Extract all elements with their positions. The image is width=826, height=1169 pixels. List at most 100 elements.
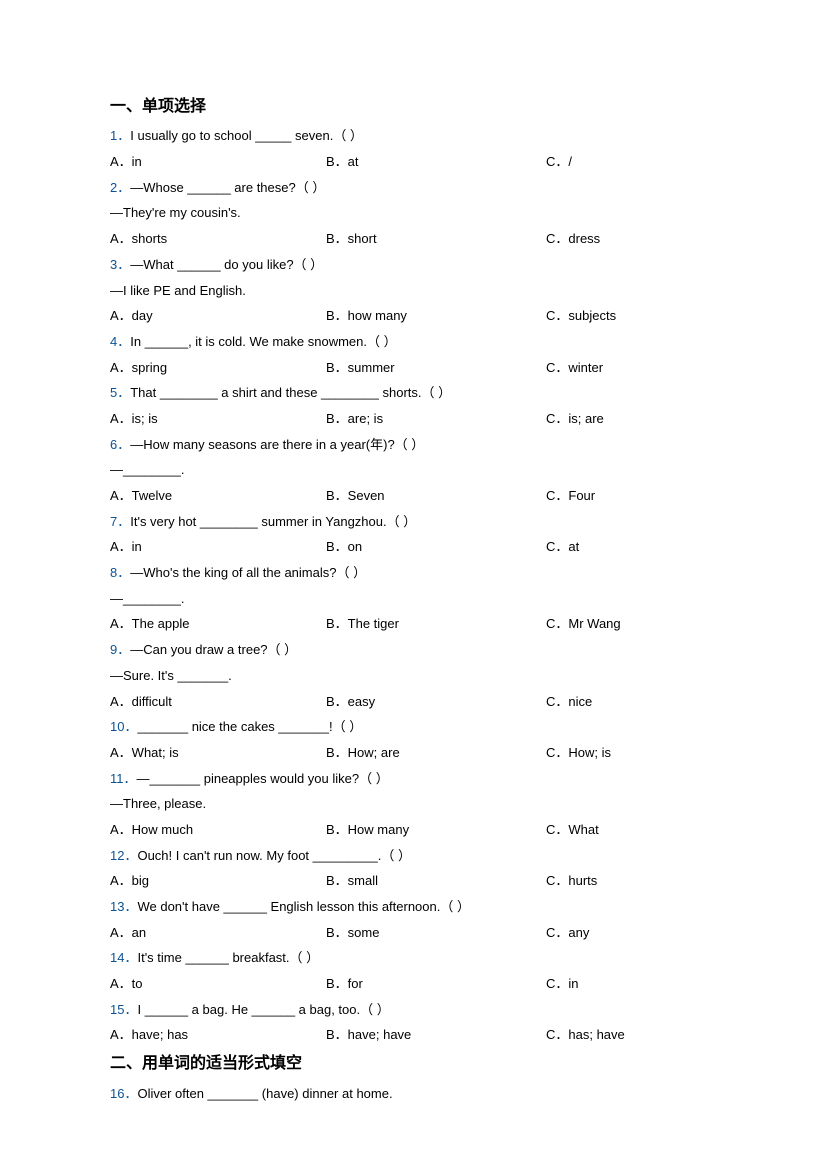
q10-options: A．What; is B．How; are C．How; is [110, 741, 716, 766]
q6-option-b: B．Seven [326, 484, 546, 509]
q2-options: A．shorts B．short C．dress [110, 227, 716, 252]
q12-option-c: C．hurts [546, 869, 597, 894]
q13-option-a: A．an [110, 921, 326, 946]
question-6: 6．—How many seasons are there in a year(… [110, 433, 716, 458]
q9-number: 9． [110, 642, 130, 657]
q3-subline: —I like PE and English. [110, 279, 716, 304]
q4-option-b: B．summer [326, 356, 546, 381]
q13-option-c: C．any [546, 921, 589, 946]
q2-option-a: A．shorts [110, 227, 326, 252]
question-13: 13．We don't have ______ English lesson t… [110, 895, 716, 920]
q13-options: A．an B．some C．any [110, 921, 716, 946]
q10-number: 10． [110, 719, 137, 734]
q14-number: 14． [110, 950, 137, 965]
q6-text: —How many seasons are there in a year(年)… [130, 437, 424, 452]
q11-option-b: B．How many [326, 818, 546, 843]
q10-option-c: C．How; is [546, 741, 611, 766]
q8-option-c: C．Mr Wang [546, 612, 621, 637]
q8-option-a: A．The apple [110, 612, 326, 637]
q16-text: Oliver often _______ (have) dinner at ho… [137, 1086, 392, 1101]
q11-options: A．How much B．How many C．What [110, 818, 716, 843]
q3-text: —What ______ do you like?（ ） [130, 257, 323, 272]
section-2-title: 二、用单词的适当形式填空 [110, 1049, 716, 1079]
q2-subline: —They're my cousin's. [110, 201, 716, 226]
question-3: 3．—What ______ do you like?（ ） [110, 253, 716, 278]
q12-number: 12． [110, 848, 137, 863]
q2-text: —Whose ______ are these?（ ） [130, 180, 325, 195]
q14-option-b: B．for [326, 972, 546, 997]
q7-number: 7． [110, 514, 130, 529]
question-9: 9．—Can you draw a tree?（ ） [110, 638, 716, 663]
q15-text: I ______ a bag. He ______ a bag, too.（ ） [137, 1002, 389, 1017]
q4-number: 4． [110, 334, 130, 349]
question-1: 1．I usually go to school _____ seven.（ ） [110, 124, 716, 149]
q14-option-a: A．to [110, 972, 326, 997]
q14-text: It's time ______ breakfast.（ ） [137, 950, 319, 965]
q5-options: A．is; is B．are; is C．is; are [110, 407, 716, 432]
q11-subline: —Three, please. [110, 792, 716, 817]
q8-option-b: B．The tiger [326, 612, 546, 637]
q12-text: Ouch! I can't run now. My foot _________… [137, 848, 410, 863]
q5-option-c: C．is; are [546, 407, 604, 432]
q5-text: That ________ a shirt and these ________… [130, 385, 451, 400]
q14-option-c: C．in [546, 972, 579, 997]
q1-option-c: C．/ [546, 150, 572, 175]
question-11: 11．—_______ pineapples would you like?（ … [110, 767, 716, 792]
q15-option-a: A．have; has [110, 1023, 326, 1048]
q6-option-a: A．Twelve [110, 484, 326, 509]
q1-options: A．in B．at C．/ [110, 150, 716, 175]
q1-option-b: B．at [326, 150, 546, 175]
q7-text: It's very hot ________ summer in Yangzho… [130, 514, 416, 529]
q9-subline: —Sure. It's _______. [110, 664, 716, 689]
q1-number: 1． [110, 128, 130, 143]
q5-option-a: A．is; is [110, 407, 326, 432]
q2-number: 2． [110, 180, 130, 195]
q15-option-c: C．has; have [546, 1023, 625, 1048]
q4-option-a: A．spring [110, 356, 326, 381]
q11-option-c: C．What [546, 818, 599, 843]
q15-number: 15． [110, 1002, 137, 1017]
q6-option-c: C．Four [546, 484, 595, 509]
q13-number: 13． [110, 899, 137, 914]
q13-text: We don't have ______ English lesson this… [137, 899, 470, 914]
q5-number: 5． [110, 385, 130, 400]
q12-option-b: B．small [326, 869, 546, 894]
q7-option-b: B．on [326, 535, 546, 560]
q4-options: A．spring B．summer C．winter [110, 356, 716, 381]
q6-number: 6． [110, 437, 130, 452]
q9-option-c: C．nice [546, 690, 592, 715]
q11-text: —_______ pineapples would you like?（ ） [137, 771, 389, 786]
q15-option-b: B．have; have [326, 1023, 546, 1048]
q14-options: A．to B．for C．in [110, 972, 716, 997]
q8-subline: —________. [110, 587, 716, 612]
q3-options: A．day B．how many C．subjects [110, 304, 716, 329]
q1-option-a: A．in [110, 150, 326, 175]
q4-text: In ______, it is cold. We make snowmen.（… [130, 334, 396, 349]
q1-text: I usually go to school _____ seven.（ ） [130, 128, 363, 143]
question-2: 2．—Whose ______ are these?（ ） [110, 176, 716, 201]
q15-options: A．have; has B．have; have C．has; have [110, 1023, 716, 1048]
q3-option-c: C．subjects [546, 304, 616, 329]
q8-number: 8． [110, 565, 130, 580]
q5-option-b: B．are; is [326, 407, 546, 432]
q2-option-b: B．short [326, 227, 546, 252]
q9-option-a: A．difficult [110, 690, 326, 715]
q13-option-b: B．some [326, 921, 546, 946]
q7-option-a: A．in [110, 535, 326, 560]
question-4: 4．In ______, it is cold. We make snowmen… [110, 330, 716, 355]
q6-options: A．Twelve B．Seven C．Four [110, 484, 716, 509]
q9-option-b: B．easy [326, 690, 546, 715]
q7-option-c: C．at [546, 535, 579, 560]
q11-option-a: A．How much [110, 818, 326, 843]
question-7: 7．It's very hot ________ summer in Yangz… [110, 510, 716, 535]
q10-option-b: B．How; are [326, 741, 546, 766]
question-8: 8．—Who's the king of all the animals?（ ） [110, 561, 716, 586]
question-16: 16．Oliver often _______ (have) dinner at… [110, 1082, 716, 1107]
q7-options: A．in B．on C．at [110, 535, 716, 560]
question-10: 10．_______ nice the cakes _______!（ ） [110, 715, 716, 740]
question-12: 12．Ouch! I can't run now. My foot ______… [110, 844, 716, 869]
q8-options: A．The apple B．The tiger C．Mr Wang [110, 612, 716, 637]
question-14: 14．It's time ______ breakfast.（ ） [110, 946, 716, 971]
section-1-title: 一、单项选择 [110, 92, 716, 122]
q10-option-a: A．What; is [110, 741, 326, 766]
